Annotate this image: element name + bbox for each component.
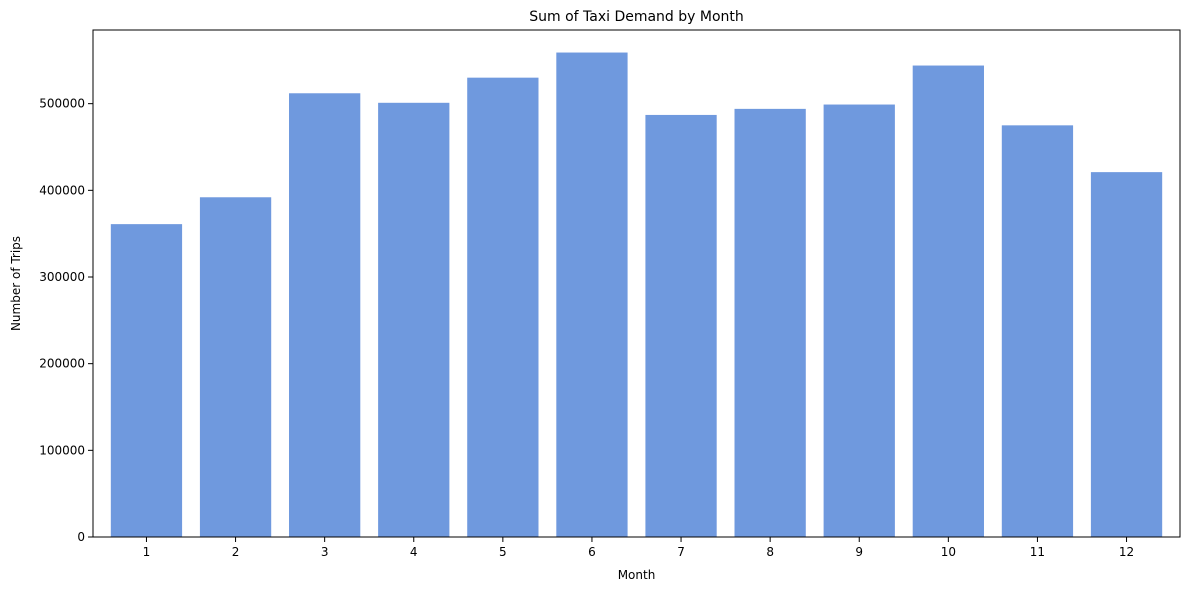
bar-month-10 [912,65,984,538]
bar-month-11 [1001,125,1074,537]
y-tick-label: 0 [77,530,85,544]
y-axis: 0 100000 200000 300000 400000 500000 [39,97,93,544]
bar-month-7 [645,114,717,537]
x-tick-label: 10 [941,545,956,559]
x-tick-label: 12 [1119,545,1134,559]
x-tick-label: 2 [232,545,240,559]
bar-month-2 [199,197,272,537]
x-tick-label: 6 [588,545,596,559]
bar-month-9 [823,104,895,538]
bar-month-1 [110,224,183,537]
plot-frame [92,29,1181,538]
x-tick-label: 5 [499,545,507,559]
y-tick-label: 100000 [39,443,85,457]
bar-month-4 [378,102,450,538]
bar-month-6 [556,52,628,538]
bar-month-12 [1090,172,1163,537]
bars-group [110,52,1163,538]
bar-month-5 [467,77,539,538]
x-tick-label: 4 [410,545,418,559]
y-tick-label: 200000 [39,357,85,371]
bar-month-3 [289,93,361,538]
x-axis-title: Month [618,568,656,582]
x-tick-label: 11 [1030,545,1045,559]
x-tick-label: 3 [321,545,329,559]
y-tick-label: 400000 [39,183,85,197]
chart-title: Sum of Taxi Demand by Month [529,9,744,25]
y-axis-title: Number of Trips [9,236,23,331]
x-axis: 1 2 3 4 5 6 7 8 9 10 11 12 [143,537,1134,559]
bar-month-8 [734,108,806,537]
y-tick-label: 500000 [39,97,85,111]
y-tick-label: 300000 [39,270,85,284]
x-tick-label: 7 [677,545,685,559]
x-tick-label: 1 [143,545,151,559]
x-tick-label: 9 [855,545,863,559]
x-tick-label: 8 [766,545,774,559]
